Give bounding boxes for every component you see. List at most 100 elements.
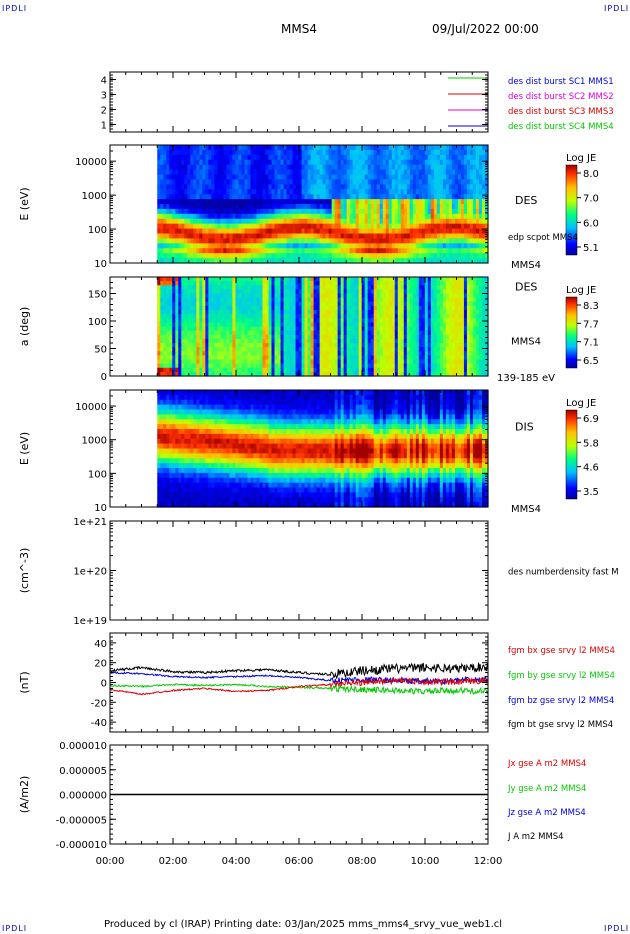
heat-cell [364, 305, 369, 311]
heat-cell [208, 322, 212, 328]
heat-cell [328, 281, 333, 286]
heat-cell [205, 281, 209, 286]
heat-cell [481, 159, 486, 166]
heat-cell [289, 277, 294, 282]
heat-cell [223, 351, 228, 356]
heat-cell [424, 338, 429, 344]
heat-cell [466, 164, 471, 171]
heat-cell [220, 194, 224, 200]
heat-cell [340, 347, 345, 352]
heat-cell [220, 253, 224, 259]
heat-cell [175, 293, 179, 299]
heat-cell [295, 184, 300, 190]
heat-cell [166, 233, 170, 240]
heat-cell [352, 285, 357, 290]
heat-cell [322, 322, 327, 328]
heat-cell [448, 238, 453, 244]
heat-cell [280, 281, 285, 286]
heat-cell [373, 363, 378, 369]
heat-cell [289, 228, 294, 235]
heat-cell [382, 189, 387, 195]
heat-cell [286, 371, 291, 377]
heat-cell [475, 194, 480, 200]
heat-cell [391, 154, 396, 161]
heat-cell [268, 289, 273, 295]
heat-cell [163, 204, 167, 210]
heat-cell [373, 355, 378, 361]
heat-cell [349, 248, 354, 254]
heat-cell [163, 277, 167, 282]
heat-cell [367, 218, 372, 225]
heat-cell [172, 164, 176, 171]
heat-cell [274, 228, 279, 235]
heat-cell [397, 289, 402, 295]
heat-cell [436, 184, 441, 190]
heat-cell [169, 154, 173, 161]
heat-cell [196, 289, 200, 295]
heat-cell [442, 184, 447, 190]
heat-cell [253, 355, 258, 361]
heat-cell [457, 194, 462, 200]
heat-cell [331, 371, 336, 377]
heat-cell [385, 194, 390, 200]
heat-cell [343, 208, 348, 215]
heat-cell [259, 277, 264, 282]
heat-cell [394, 164, 399, 171]
heat-cell [436, 326, 441, 332]
heat-cell [373, 347, 378, 352]
heat-cell [271, 154, 276, 161]
heat-cell [241, 169, 246, 176]
heat-cell [346, 310, 351, 315]
heat-cell [403, 258, 408, 264]
heat-cell [415, 228, 420, 235]
heat-cell [331, 314, 336, 319]
heat-cell [268, 208, 273, 215]
heat-cell [406, 159, 411, 166]
heat-cell [289, 305, 294, 311]
heat-cell [301, 334, 306, 340]
heat-cell [361, 305, 366, 311]
heat-cell [397, 371, 402, 377]
heat-cell [304, 338, 309, 344]
heat-cell [418, 343, 423, 348]
heat-cell [475, 223, 480, 230]
heat-cell [166, 253, 170, 259]
heat-cell [250, 355, 255, 361]
heat-cell [190, 297, 194, 303]
heat-cell [184, 218, 188, 225]
heat-cell [325, 208, 330, 215]
heat-cell [352, 363, 357, 369]
heat-cell [190, 194, 194, 200]
heat-cell [400, 228, 405, 235]
heat-cell [184, 297, 188, 303]
heat-cell [424, 334, 429, 340]
heat-cell [292, 371, 297, 377]
heat-cell [247, 223, 252, 230]
heat-cell [325, 281, 330, 286]
heat-cell [277, 169, 282, 176]
heat-cell [436, 189, 441, 195]
heat-cell [340, 218, 345, 225]
heat-cell [166, 174, 170, 181]
heat-cell [259, 223, 264, 230]
heat-cell [382, 289, 387, 295]
heat-cell [175, 326, 179, 332]
heat-cell [247, 326, 252, 332]
heat-cell [274, 184, 279, 190]
heat-cell [343, 199, 348, 205]
heat-cell [397, 154, 402, 161]
heat-cell [331, 253, 336, 259]
heat-cell [280, 355, 285, 361]
heat-cell [181, 277, 185, 282]
heat-cell [442, 243, 447, 249]
heat-cell [409, 326, 414, 332]
heat-cell [190, 301, 194, 307]
heat-cell [304, 285, 309, 290]
heat-cell [448, 351, 453, 356]
heat-cell [253, 285, 258, 290]
heat-cell [175, 243, 179, 249]
heat-cell [328, 363, 333, 369]
heat-cell [244, 338, 249, 344]
heat-cell [229, 363, 234, 369]
heat-cell [331, 208, 336, 215]
